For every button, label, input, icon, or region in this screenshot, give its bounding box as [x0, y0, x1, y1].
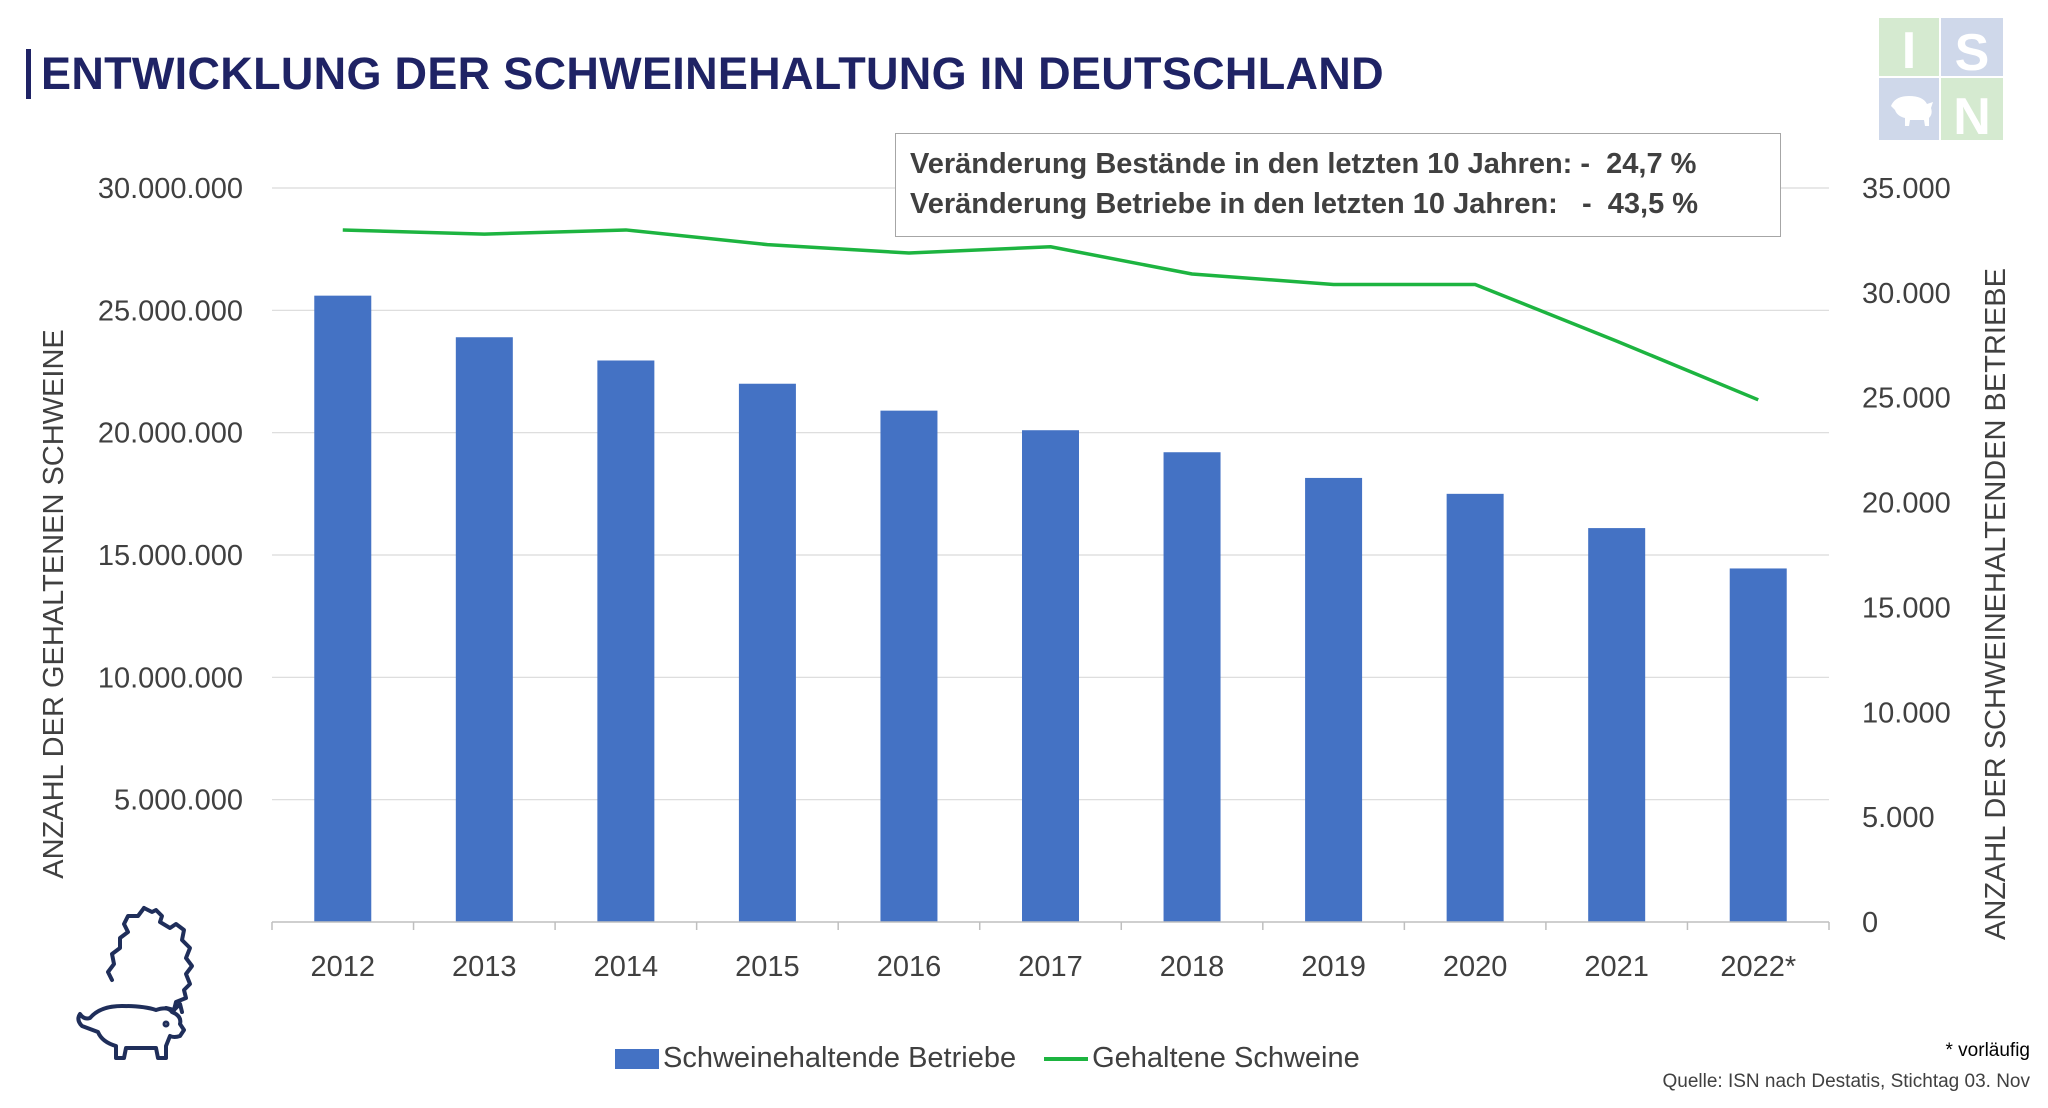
bar-2015 [738, 383, 796, 922]
page-title: ENTWICKLUNG DER SCHWEINEHALTUNG IN DEUTS… [41, 48, 1384, 99]
x-tick-label-2016: 2016 [877, 951, 942, 983]
x-axis-ticks: 2012 2013 2014 2015 2016 2017 2018 2019 2020 2021… [311, 951, 1797, 983]
bar-2018 [1163, 452, 1221, 922]
footnote: * vorläufig [1945, 1040, 2031, 1061]
right-tick-label-0: 0 [1862, 907, 1878, 939]
bar-2013 [455, 337, 513, 922]
x-tick-label-2018: 2018 [1160, 951, 1225, 983]
bar-2020 [1446, 493, 1504, 922]
right-tick-label-6: 30.000 [1862, 278, 1951, 310]
change-herds-text: Veränderung Bestände in den letzten 10 J… [910, 148, 1697, 180]
svg-text:I: I [1902, 22, 1916, 80]
left-tick-label-2: 15.000.000 [98, 540, 243, 572]
left-tick-label-4: 25.000.000 [98, 295, 243, 327]
left-tick-label-1: 10.000.000 [98, 662, 243, 694]
x-tick-label-2012: 2012 [311, 951, 376, 983]
axes [271, 921, 1830, 930]
bars-series [314, 295, 1787, 922]
legend-item-betriebe: Schweinehaltende Betriebe [615, 1042, 1016, 1075]
x-tick-label-2020: 2020 [1443, 951, 1508, 983]
title-block: ENTWICKLUNG DER SCHWEINEHALTUNG IN DEUTS… [26, 48, 1384, 100]
legend-label-schweine: Gehaltene Schweine [1092, 1042, 1360, 1074]
right-axis-ticks: 0 5.000 10.000 15.000 20.000 25.000 30.000 35.0… [1862, 173, 1951, 939]
legend-line-swatch [1044, 1056, 1089, 1061]
pig-map-icon [76, 906, 194, 1060]
legend-item-schweine: Gehaltene Schweine [1044, 1042, 1360, 1075]
left-tick-label-3: 20.000.000 [98, 418, 243, 450]
right-axis-label: ANZAHL DER SCHWEINEHALTENDEN BETRIEBE [1980, 268, 2012, 940]
bar-2017 [1022, 430, 1079, 922]
bar-2019 [1305, 477, 1363, 922]
source-note: Quelle: ISN nach Destatis, Stichtag 03. … [1662, 1071, 2030, 1092]
legend-bar-swatch [615, 1048, 659, 1069]
x-tick-label-2015: 2015 [735, 951, 800, 983]
bar-2021 [1588, 528, 1646, 922]
line-gehaltene-schweine [342, 228, 1759, 402]
right-tick-label-2: 10.000 [1862, 697, 1951, 729]
x-tick-label-2019: 2019 [1301, 951, 1366, 983]
right-tick-label-4: 20.000 [1862, 488, 1951, 520]
isn-logo: I S N [1879, 18, 2003, 140]
title-accent-bar [26, 49, 31, 99]
bar-2014 [597, 360, 655, 922]
chart-legend: Schweinehaltende Betriebe Gehaltene Schw… [615, 1042, 1388, 1075]
right-tick-label-5: 25.000 [1862, 383, 1951, 415]
left-axis-label: ANZAHL DER GEHALTENEN SCHWEINE [38, 329, 70, 878]
bar-2022* [1729, 568, 1787, 922]
x-tick-label-2017: 2017 [1018, 951, 1083, 983]
svg-text:S: S [1955, 24, 1990, 82]
left-tick-label-5: 30.000.000 [98, 173, 243, 205]
right-tick-label-1: 5.000 [1862, 802, 1935, 834]
x-tick-label-2013: 2013 [452, 951, 517, 983]
legend-label-betriebe: Schweinehaltende Betriebe [663, 1042, 1017, 1074]
line-series [342, 228, 1759, 402]
bar-2016 [880, 410, 938, 922]
left-tick-label-0: 5.000.000 [114, 785, 243, 817]
x-tick-label-2021: 2021 [1584, 951, 1649, 983]
bar-2012 [314, 295, 372, 922]
left-axis-ticks: 5.000.000 10.000.000 15.000.000 20.000.000 2… [98, 173, 243, 817]
change-farms-text: Veränderung Betriebe in den letzten 10 J… [910, 188, 1699, 220]
x-tick-label-2014: 2014 [594, 951, 659, 983]
x-tick-label-2022*: 2022* [1720, 951, 1796, 983]
right-tick-label-7: 35.000 [1862, 173, 1951, 205]
change-summary-box: Veränderung Bestände in den letzten 10 J… [895, 133, 1781, 237]
svg-text:N: N [1953, 88, 1991, 140]
right-tick-label-3: 15.000 [1862, 592, 1951, 624]
